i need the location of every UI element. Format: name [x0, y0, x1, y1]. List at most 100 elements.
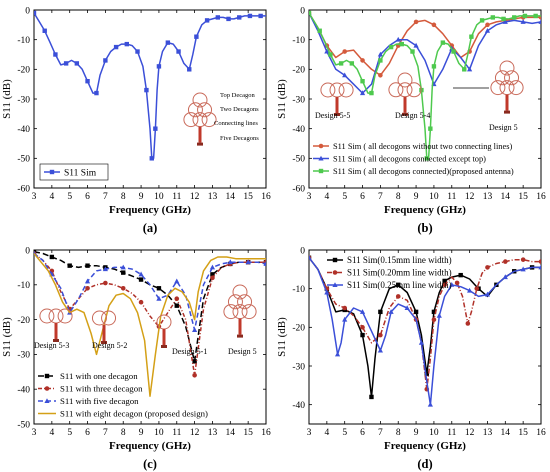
x-axis-label: Frequency (GHz) — [109, 204, 191, 216]
data-point — [138, 277, 144, 282]
x-tick-label: 6 — [360, 428, 365, 438]
legend-label: S11 with eight decagon (proposed design) — [60, 409, 208, 419]
decagon-shape — [91, 310, 107, 326]
x-tick-label: 9 — [414, 192, 419, 202]
data-point — [153, 126, 158, 131]
decagon-shape — [508, 80, 524, 96]
data-point — [377, 347, 383, 353]
data-point — [85, 263, 90, 268]
data-point — [338, 61, 344, 66]
legend-label: S11 with one decagon — [60, 371, 138, 381]
annotation-label: Design 5-4 — [395, 111, 430, 120]
y-tick-label: -40 — [17, 125, 30, 135]
plot-frame — [33, 9, 267, 189]
x-tick-label: 4 — [324, 192, 329, 202]
x-tick-label: 15 — [518, 428, 528, 438]
data-point — [484, 291, 491, 297]
data-point — [324, 48, 330, 54]
decagon-shape — [499, 60, 515, 76]
y-tick-label: -20 — [17, 66, 30, 76]
data-point — [144, 87, 149, 93]
y-tick-label: 0 — [300, 6, 305, 16]
x-tick-label: 14 — [226, 192, 236, 202]
series-group — [309, 10, 541, 161]
feed-port — [53, 339, 59, 342]
data-point — [378, 332, 383, 338]
y-tick-label: -20 — [292, 324, 305, 334]
data-point — [378, 58, 383, 63]
data-point — [135, 49, 140, 54]
legend-label: S11 Sim(0.25mm line width) — [347, 280, 452, 290]
data-point — [215, 15, 221, 20]
series-line — [34, 253, 266, 397]
annotation-label: Five Decagons — [220, 135, 259, 142]
legend-marker — [44, 386, 50, 391]
data-point — [103, 280, 108, 286]
x-tick-label: 9 — [414, 428, 419, 438]
x-tick-label: 13 — [483, 192, 493, 202]
annotation-label: Design 5-3 — [34, 341, 69, 350]
panel-letter: (d) — [417, 457, 432, 471]
data-point — [226, 16, 231, 22]
data-point — [413, 42, 419, 48]
series-line — [34, 252, 266, 331]
x-tick-label: 14 — [501, 428, 511, 438]
data-point — [149, 156, 154, 161]
data-point — [418, 340, 425, 345]
decagon-shape — [338, 82, 354, 98]
y-tick-label: -30 — [292, 95, 305, 105]
data-point — [377, 51, 383, 57]
decagon-shape — [490, 80, 506, 96]
decagon-shape — [39, 308, 55, 324]
y-axis-label: S11 (dB) — [276, 79, 288, 119]
data-point — [395, 36, 401, 42]
data-point — [502, 274, 508, 280]
data-point — [462, 67, 467, 72]
data-point — [174, 278, 180, 284]
decagon-shape — [241, 304, 257, 320]
decagon-shape — [406, 82, 422, 98]
data-point — [502, 19, 508, 24]
data-point — [334, 351, 341, 357]
legend-label: S11 with five decagon — [60, 396, 139, 406]
legend-marker — [44, 373, 50, 379]
legend-marker — [44, 398, 50, 403]
y-tick-label: -10 — [292, 285, 305, 295]
x-tick-label: 16 — [261, 192, 271, 202]
data-point — [42, 28, 47, 33]
y-tick-label: -50 — [292, 155, 305, 165]
antenna-design-5 — [490, 60, 524, 114]
feed-port — [161, 345, 167, 348]
antenna-design-5-3 — [39, 308, 73, 342]
data-point — [120, 264, 126, 270]
data-point — [436, 312, 442, 318]
data-point — [369, 394, 374, 400]
data-point — [440, 40, 446, 45]
x-tick-label: 7 — [103, 428, 108, 438]
data-point — [176, 49, 181, 54]
y-tick-label: -30 — [17, 95, 30, 105]
x-tick-label: 7 — [378, 428, 383, 438]
data-point — [342, 49, 347, 54]
data-point — [34, 10, 37, 16]
data-point — [138, 299, 144, 305]
legend-box — [39, 163, 109, 181]
x-tick-label: 11 — [172, 428, 181, 438]
data-point — [451, 49, 456, 54]
data-point — [503, 259, 508, 264]
legend-marker — [49, 169, 55, 175]
annotation-label: Connecting lines — [214, 120, 258, 127]
data-point — [533, 13, 538, 19]
data-point — [431, 22, 437, 28]
decagon-shape — [227, 294, 243, 310]
x-axis-label: Frequency (GHz) — [384, 204, 466, 216]
data-point — [227, 259, 233, 265]
y-tick-label: -50 — [17, 155, 30, 165]
x-tick-label: 5 — [67, 428, 72, 438]
x-tick-label: 11 — [172, 192, 181, 202]
feed-port — [334, 113, 340, 116]
data-point — [49, 254, 55, 260]
data-point — [237, 15, 242, 20]
data-point — [138, 271, 144, 277]
x-axis-label: Frequency (GHz) — [384, 440, 466, 452]
